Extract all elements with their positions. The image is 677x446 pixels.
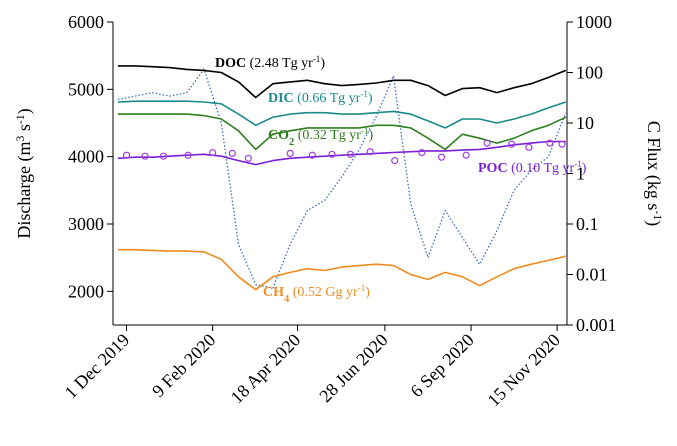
text-part: -1 — [361, 126, 369, 136]
data-point — [558, 140, 566, 148]
y2-tick-label: 1 — [576, 164, 585, 184]
data-point — [525, 143, 533, 151]
text-part: ) — [643, 220, 664, 226]
text-part: (0.52 Gg yr — [289, 285, 358, 300]
data-point — [366, 148, 374, 156]
text-part: 2 — [289, 137, 294, 148]
text-part: -1 — [574, 159, 582, 169]
text-part: ) — [320, 56, 325, 71]
text-part: CO — [268, 128, 289, 143]
y2-tick-label: 100 — [576, 63, 603, 83]
data-point — [122, 151, 131, 159]
text-part: -1 — [358, 283, 366, 293]
flux-line — [117, 113, 567, 151]
text-part: CH — [263, 285, 284, 300]
data-point — [346, 150, 355, 158]
data-point — [483, 139, 491, 147]
text-part: ) — [582, 161, 587, 176]
text-part: -1 — [360, 89, 368, 99]
y2-tick-label: 10 — [576, 113, 594, 133]
text-part: DIC — [268, 91, 294, 106]
data-point — [286, 149, 294, 158]
flux-line — [117, 140, 566, 166]
y-tick-label: 4000 — [68, 147, 104, 167]
x-tick-label: 9 Feb 2020 — [148, 330, 219, 401]
text-part: ) — [365, 285, 370, 300]
data-point — [159, 152, 168, 160]
y-axis-label: Discharge (m3 s-1) — [14, 108, 36, 238]
data-point — [209, 148, 217, 157]
text-part: DOC — [215, 56, 246, 71]
data-point — [418, 148, 426, 157]
y2-tick-label: 0.001 — [576, 315, 617, 335]
text-part: -1 — [313, 54, 321, 64]
y-tick-label: 3000 — [68, 214, 104, 234]
data-point — [184, 151, 192, 159]
text-part: (0.66 Tg yr — [294, 91, 361, 106]
series-annotation: POC (0.10 Tg yr-1) — [478, 159, 587, 176]
y2-axis-label: C Flux (kg s-1) — [643, 121, 665, 226]
x-tick-label: 1 Dec 2019 — [61, 330, 134, 403]
y-tick-label: 6000 — [68, 12, 104, 32]
data-point — [244, 154, 252, 162]
y-tick-label: 2000 — [68, 281, 104, 301]
text-part: Discharge (m — [14, 141, 35, 238]
y2-tick-label: 0.01 — [576, 265, 608, 285]
flux-line — [117, 100, 567, 129]
text-part: 4 — [284, 294, 290, 305]
data-point — [308, 151, 316, 159]
series-annotation: CH4 (0.52 Gg yr-1) — [263, 283, 370, 305]
y2-tick-label: 1000 — [576, 12, 612, 32]
data-point — [228, 149, 236, 158]
x-tick-label: 18 Apr 2020 — [227, 330, 305, 408]
text-part: ) — [368, 91, 373, 106]
flux-line — [117, 248, 566, 291]
series-annotation: CO2 (0.32 Tg yr-1) — [268, 126, 373, 148]
text-part: 3 — [14, 135, 27, 141]
text-part: -1 — [14, 114, 27, 124]
data-point — [141, 152, 149, 160]
x-tick-label: 15 Nov 2020 — [483, 330, 564, 411]
data-point — [546, 139, 554, 147]
text-part: POC — [478, 161, 508, 176]
data-point — [437, 153, 446, 161]
text-part: ) — [14, 108, 35, 114]
text-part: (2.48 Tg yr — [246, 56, 313, 71]
y-tick-label: 5000 — [68, 79, 104, 99]
text-part: ) — [368, 128, 373, 143]
text-part: (0.32 Tg yr — [294, 128, 361, 143]
data-point — [391, 157, 399, 165]
y2-tick-label: 0.1 — [576, 214, 599, 234]
discharge-line — [117, 68, 567, 289]
series-annotation: DIC (0.66 Tg yr-1) — [268, 89, 373, 106]
text-part: s — [14, 124, 34, 136]
data-point — [462, 151, 470, 159]
data-point — [508, 140, 516, 148]
flux-line — [117, 65, 567, 99]
data-point — [328, 150, 336, 158]
x-tick-label: 28 Jun 2020 — [315, 330, 391, 406]
x-tick-label: 6 Sep 2020 — [406, 330, 477, 401]
text-part: (0.10 Tg yr — [508, 161, 575, 176]
text-part: -1 — [652, 210, 665, 220]
text-part: C Flux (kg s — [643, 121, 664, 211]
series-annotation: DOC (2.48 Tg yr-1) — [215, 54, 325, 71]
